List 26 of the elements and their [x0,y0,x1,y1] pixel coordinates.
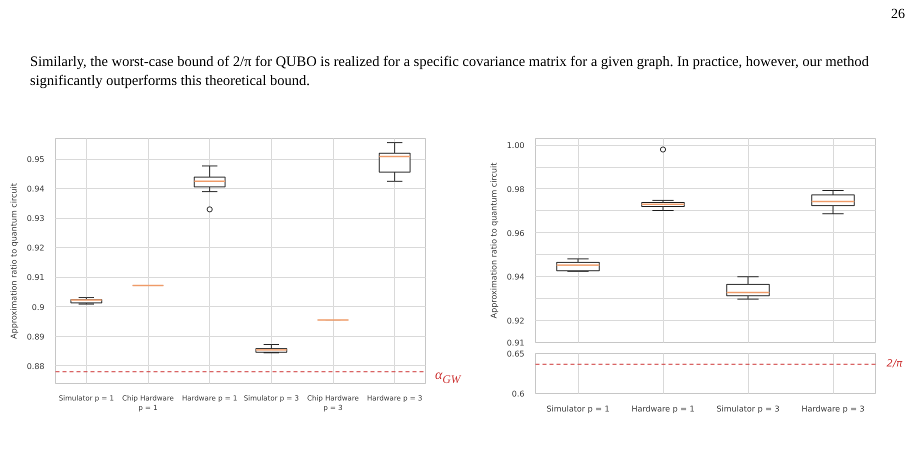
y-tick-label: 0.88 [26,362,44,371]
y-tick-label: 0.6 [512,390,525,398]
x-tick-label: Hardware p = 3 [801,404,865,414]
y-tick-label: 0.65 [506,350,524,358]
y-axis-title: Approximation ratio to quantum circuit [490,162,499,318]
ref-line-label: α$_{GW}$ [435,367,460,388]
y-tick-label: 0.9 [32,302,45,312]
x-tick-label: Simulator p = 3 [716,404,780,414]
y-tick-label: 0.92 [26,244,44,253]
y-tick-label: 0.91 [26,273,44,282]
y-tick-label: 0.95 [26,155,44,164]
y-axis-title: Approximation ratio to quantum circuit [10,183,19,339]
y-tick-label: 0.96 [506,228,524,238]
y-tick-label: 0.92 [506,316,524,326]
x-tick-label: Hardware p = 1 [631,404,695,414]
y-tick-label: 0.93 [26,214,44,224]
y-tick-label: 0.98 [506,184,524,194]
y-tick-label: 0.91 [506,338,524,348]
text: 1.00 [506,141,524,150]
text: Similarly, the worst-case bound of 2/π for QUBO is realized for a specific covariance matrix for a given graph. In practice, however, our method significantly outperforms this theoretical bound. [30,53,870,91]
y-tick-label: 0.89 [26,332,44,342]
ref-line-label: 2/π [886,358,904,370]
text: 26 [891,6,905,24]
y-tick-label: 0.94 [26,184,44,194]
y-tick-label: 0.94 [506,272,524,282]
x-tick-label: Simulator p = 1 [546,404,610,414]
